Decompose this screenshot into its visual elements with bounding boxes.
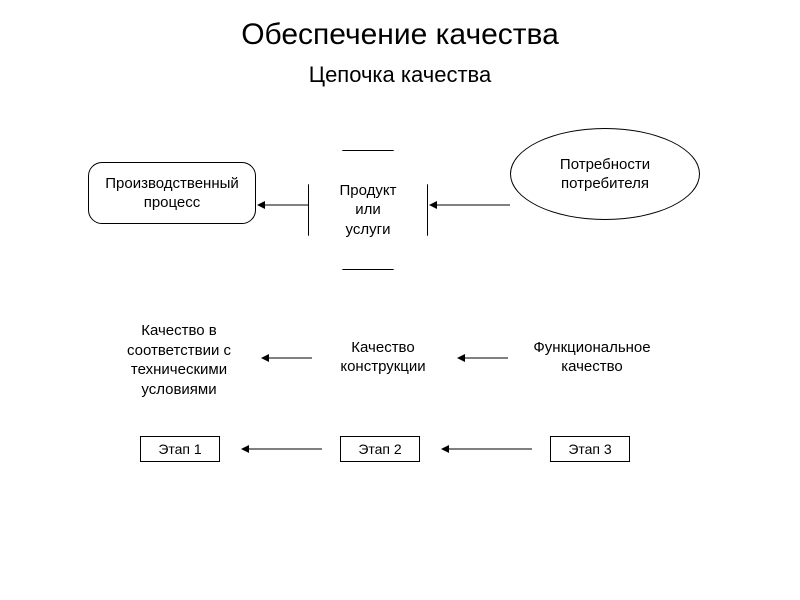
edges-layer [0, 0, 800, 600]
